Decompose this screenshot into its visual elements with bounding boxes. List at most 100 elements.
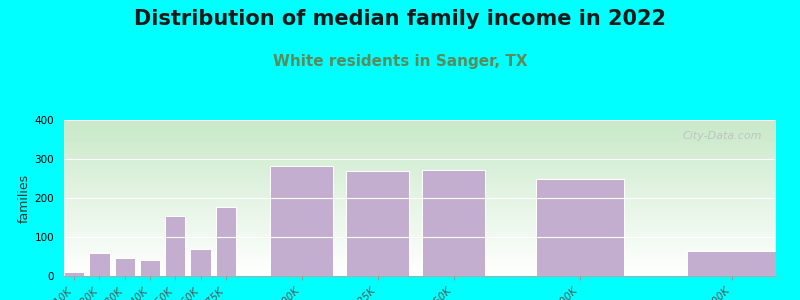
Bar — [64, 246, 776, 247]
Bar — [64, 147, 776, 148]
Bar — [64, 146, 776, 147]
Bar — [64, 267, 776, 268]
Bar — [64, 189, 776, 190]
Bar — [64, 227, 776, 228]
Bar — [64, 152, 776, 153]
Bar — [64, 230, 776, 231]
Bar — [64, 138, 776, 139]
Bar — [64, 202, 776, 203]
Bar — [64, 211, 776, 212]
Bar — [64, 137, 776, 138]
Bar — [64, 247, 776, 248]
Bar — [64, 235, 776, 236]
Bar — [64, 216, 776, 217]
Bar — [64, 154, 776, 155]
Bar — [64, 255, 776, 256]
Bar — [536, 179, 624, 276]
Bar — [64, 236, 776, 237]
Bar — [64, 185, 776, 186]
Bar — [64, 141, 776, 142]
Bar — [64, 193, 776, 194]
Bar — [64, 272, 776, 273]
Bar — [64, 180, 776, 181]
Bar — [64, 272, 84, 276]
Bar — [64, 245, 776, 246]
Bar — [64, 226, 776, 227]
Bar — [64, 225, 776, 226]
Bar — [64, 259, 776, 260]
Bar — [64, 194, 776, 195]
Bar — [64, 231, 776, 232]
Bar — [64, 148, 776, 149]
Bar — [64, 233, 776, 234]
Bar — [346, 172, 410, 276]
Bar — [64, 243, 776, 244]
Bar — [64, 238, 776, 239]
Bar — [64, 133, 776, 134]
Bar — [64, 168, 776, 169]
Bar — [64, 234, 776, 235]
Bar — [64, 157, 776, 158]
Bar — [64, 242, 776, 243]
Bar — [64, 164, 776, 165]
Bar — [64, 156, 776, 157]
Bar — [64, 177, 776, 178]
Bar — [64, 142, 776, 143]
Bar — [64, 178, 776, 179]
Bar — [64, 132, 776, 133]
Text: White residents in Sanger, TX: White residents in Sanger, TX — [273, 54, 527, 69]
Bar — [64, 188, 776, 189]
Bar — [64, 244, 776, 245]
Bar — [64, 232, 776, 233]
Bar — [64, 173, 776, 174]
Bar — [64, 175, 776, 176]
Bar — [64, 209, 776, 210]
Text: Distribution of median family income in 2022: Distribution of median family income in … — [134, 9, 666, 29]
Bar — [64, 263, 776, 264]
Bar — [64, 207, 776, 208]
Bar — [64, 160, 776, 161]
Bar — [64, 187, 776, 188]
Bar — [64, 184, 776, 185]
Bar — [64, 273, 776, 274]
Bar — [64, 229, 776, 230]
Bar — [687, 251, 776, 276]
Bar — [90, 254, 110, 276]
Bar — [64, 161, 776, 162]
Bar — [64, 191, 776, 192]
Bar — [64, 203, 776, 204]
Bar — [64, 153, 776, 154]
Bar — [64, 167, 776, 168]
Bar — [64, 176, 776, 177]
Bar — [64, 159, 776, 160]
Bar — [64, 199, 776, 200]
Bar — [64, 206, 776, 207]
Bar — [64, 181, 776, 182]
Bar — [64, 268, 776, 269]
Bar — [64, 270, 776, 271]
Bar — [64, 182, 776, 183]
Bar — [64, 195, 776, 196]
Bar — [64, 249, 776, 250]
Bar — [64, 155, 776, 156]
Bar — [64, 120, 776, 121]
Bar — [64, 170, 776, 171]
Bar — [64, 139, 776, 140]
Bar — [64, 258, 776, 259]
Bar — [64, 265, 776, 266]
Bar — [64, 257, 776, 258]
Bar — [64, 274, 776, 275]
Bar — [64, 248, 776, 249]
Bar — [64, 151, 776, 152]
Bar — [64, 174, 776, 175]
Bar — [64, 128, 776, 129]
Bar — [64, 166, 776, 167]
Bar — [64, 158, 776, 159]
Bar — [64, 224, 776, 225]
Bar — [64, 186, 776, 187]
Bar — [64, 256, 776, 257]
Bar — [64, 200, 776, 201]
Bar — [64, 237, 776, 238]
Bar — [64, 123, 776, 124]
Bar — [64, 271, 776, 272]
